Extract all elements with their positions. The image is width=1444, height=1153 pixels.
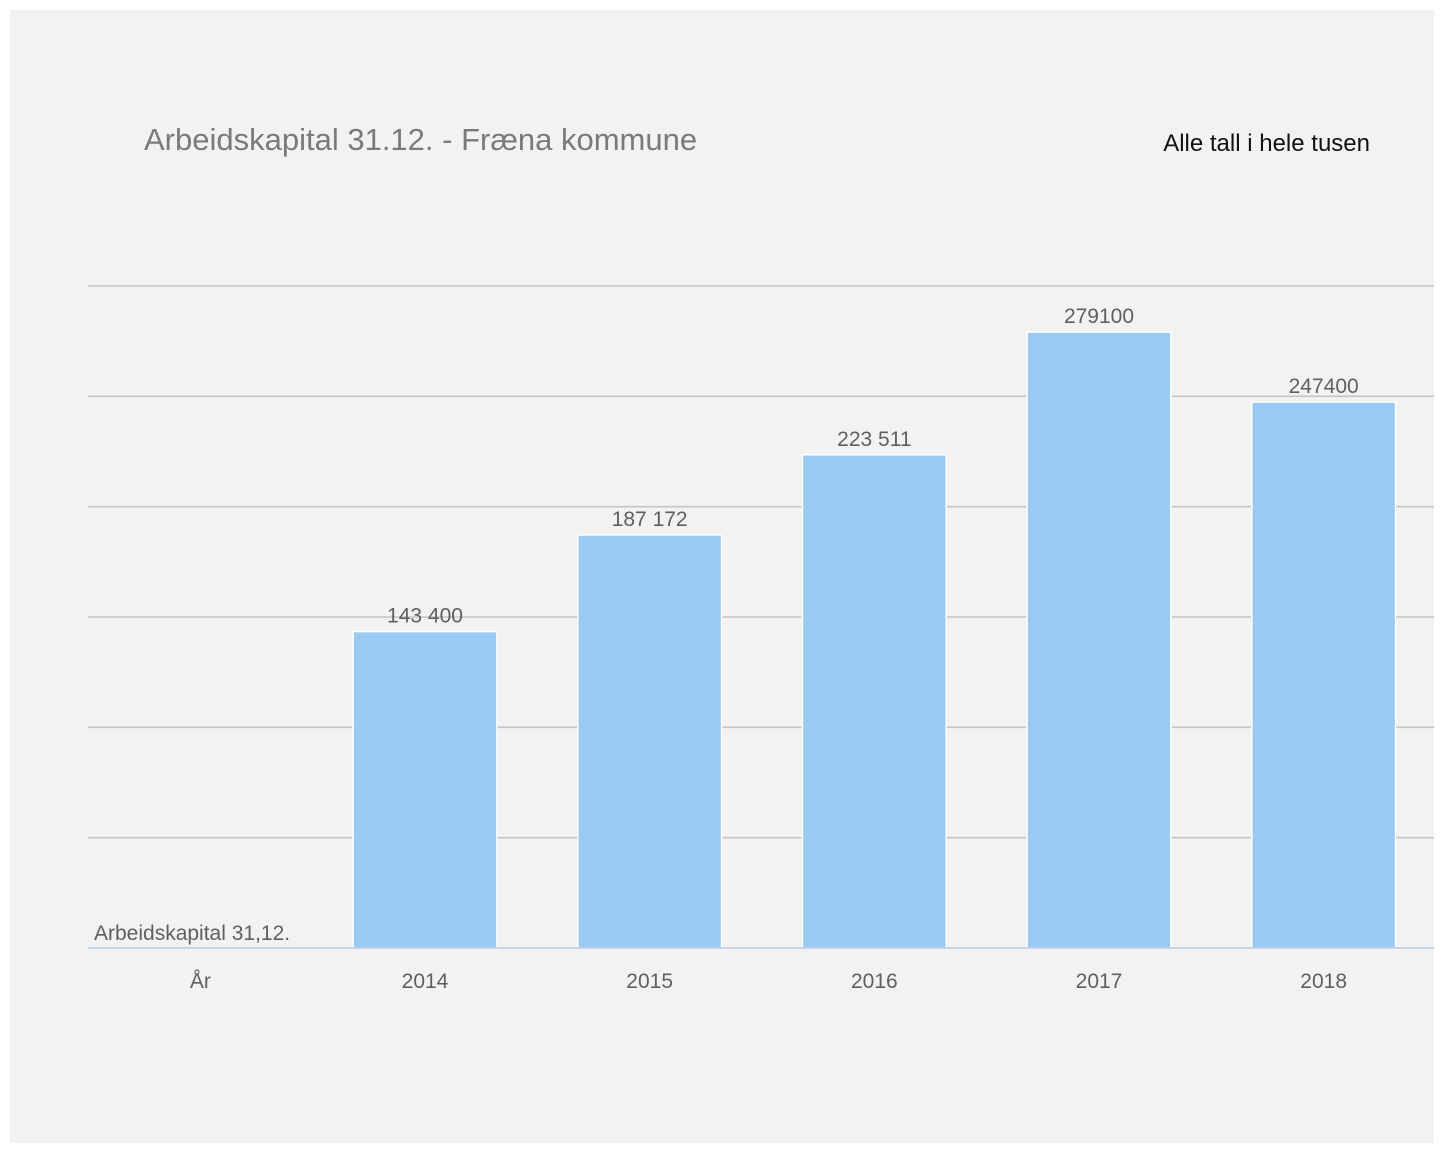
- series-label: Arbeidskapital 31,12.: [94, 922, 290, 945]
- data-label: 279100: [1064, 305, 1134, 328]
- bar: [801, 454, 947, 949]
- x-tick-label: År: [190, 970, 211, 993]
- units-note: Alle tall i hele tusen: [1163, 130, 1370, 157]
- bars: [352, 331, 1397, 949]
- bar: [352, 630, 498, 949]
- x-tick-label: 2017: [1076, 970, 1123, 993]
- data-labels: 143 400 187 172 223 511 279100 247400: [387, 305, 1359, 627]
- chart-frame: Arbeidskapital 31.12. - Fræna kommune Al…: [10, 10, 1434, 1143]
- data-label: 247400: [1289, 375, 1359, 398]
- bar-chart: Arbeidskapital 31.12. - Fræna kommune Al…: [88, 122, 1434, 993]
- data-label: 143 400: [387, 605, 463, 628]
- x-tick-label: 2018: [1300, 970, 1347, 993]
- bar: [577, 534, 723, 949]
- gridlines: [88, 285, 1434, 839]
- x-tick-label: 2014: [402, 970, 449, 993]
- x-tick-label: 2015: [626, 970, 673, 993]
- x-tick-labels: År 2014 2015 2016 2017 2018: [190, 970, 1347, 993]
- data-label: 187 172: [612, 508, 688, 531]
- data-label: 223 511: [837, 428, 911, 451]
- bar: [1251, 401, 1397, 949]
- chart-title: Arbeidskapital 31.12. - Fræna kommune: [144, 122, 697, 157]
- bar: [1026, 331, 1172, 949]
- x-tick-label: 2016: [851, 970, 898, 993]
